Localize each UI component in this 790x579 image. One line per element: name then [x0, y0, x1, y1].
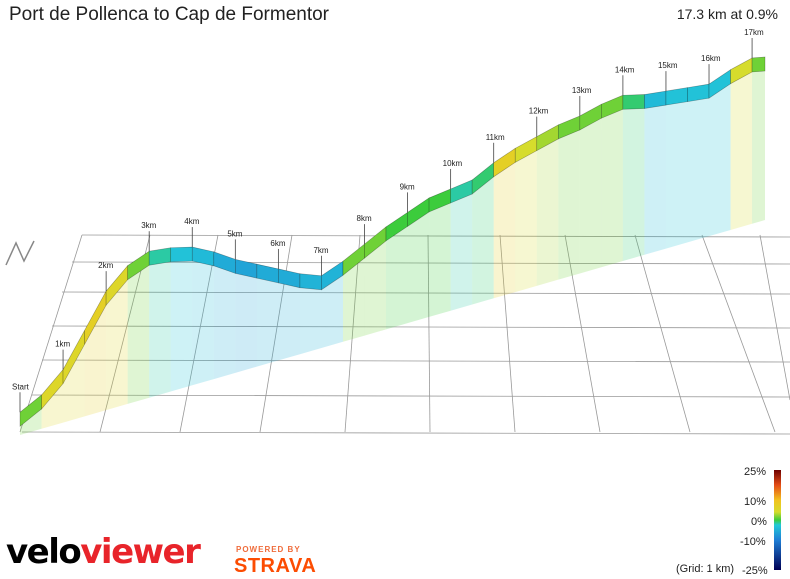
- grid-line-vertical: [344, 234, 361, 433]
- km-marker-label: 2km: [98, 261, 113, 270]
- profile-segment: [299, 273, 322, 291]
- km-marker-label: 5km: [227, 229, 242, 238]
- profile-segment: [622, 94, 645, 110]
- profile-shadow: [278, 282, 300, 361]
- gradient-legend-scale: [774, 470, 781, 570]
- km-marker-label: 6km: [270, 239, 285, 248]
- elevation-profile-chart: Start 1km 2km 3km 4km 5km 6km 7km 8km 9km 10km 11km…: [12, 28, 790, 435]
- km-marker-label: 10km: [443, 159, 463, 168]
- profile-shadow: [687, 98, 710, 243]
- grid-line-horizontal: [31, 394, 790, 398]
- km-marker-label: 16km: [701, 54, 721, 63]
- grid-line-vertical: [499, 234, 516, 433]
- powered-by-label: POWERED BY: [236, 545, 301, 554]
- profile-shadow: [127, 265, 150, 404]
- profile-shadow: [450, 194, 473, 311]
- profile-shadow: [364, 240, 387, 336]
- legend-label-0: 0%: [751, 516, 767, 528]
- legend-label-neg10: -10%: [740, 536, 766, 548]
- profile-shadow: [730, 71, 753, 230]
- grid-line-horizontal: [51, 325, 790, 329]
- profile-shadow: [644, 105, 666, 255]
- grid-line-vertical: [759, 234, 790, 401]
- km-marker-label: 13km: [572, 86, 592, 95]
- grid-line-vertical: [427, 234, 431, 433]
- profile-shadow: [342, 258, 365, 342]
- km-marker-label: 3km: [141, 221, 156, 230]
- km-marker-label: 15km: [658, 61, 678, 70]
- profile-shadow: [192, 261, 214, 386]
- km-marker-label: 17km: [744, 28, 764, 37]
- profile-shadow: [386, 226, 408, 330]
- grid-line-vertical: [19, 234, 83, 433]
- profile-shadow: [622, 108, 645, 262]
- km-marker-label: Start: [12, 382, 30, 391]
- profile-shadow: [84, 305, 107, 417]
- km-marker-label: 11km: [486, 133, 505, 142]
- grid-line-horizontal: [41, 359, 790, 363]
- grid-line-horizontal: [61, 291, 790, 295]
- profile-shadow: [20, 409, 42, 435]
- profile-shadow: [63, 344, 85, 423]
- strava-logo: STRAVA: [234, 555, 317, 577]
- km-marker-label: 9km: [400, 182, 415, 191]
- profile-shadow: [536, 138, 559, 286]
- profile-shadow: [41, 383, 64, 429]
- profile-shadow: [493, 162, 516, 299]
- page-title: Port de Pollenca to Cap de Formentor: [9, 4, 330, 25]
- profile-shadow: [407, 211, 430, 324]
- km-marker-label: 1km: [55, 340, 70, 349]
- profile-shadow: [752, 71, 765, 224]
- profile-shadow: [601, 109, 623, 268]
- profile-segment: [751, 56, 766, 73]
- legend-label-25: 25%: [744, 466, 767, 478]
- grid-line-horizontal: [71, 261, 790, 265]
- grid-note: (Grid: 1 km): [676, 563, 735, 575]
- profile-shadow: [256, 278, 279, 367]
- profile-shadow: [558, 129, 580, 280]
- profile-shadow: [149, 261, 171, 398]
- profile-shadow: [515, 150, 537, 293]
- profile-shadow: [170, 261, 193, 392]
- profile-shadow: [429, 202, 451, 317]
- profile-shadow: [235, 273, 257, 373]
- legend-label-neg25: -25%: [742, 565, 768, 577]
- grid-line-vertical: [564, 234, 601, 433]
- profile-shadow: [709, 83, 731, 237]
- km-marker-label: 12km: [529, 107, 549, 116]
- km-marker-label: 8km: [357, 214, 372, 223]
- grid-line-vertical: [259, 234, 293, 433]
- km-marker-label: 4km: [184, 217, 199, 226]
- km-marker-label: 7km: [313, 246, 328, 255]
- mountain-icon: [5, 240, 35, 266]
- profile-shadow: [579, 118, 602, 274]
- profile-shadow: [472, 176, 494, 305]
- profile-segment: [170, 246, 193, 263]
- grid-line-vertical: [701, 234, 776, 433]
- km-marker-label: 14km: [615, 65, 635, 74]
- grid-line-vertical: [179, 234, 219, 433]
- profile-shadow: [299, 287, 322, 355]
- grid-line-horizontal: [21, 431, 790, 435]
- profile-shadow: [106, 279, 128, 411]
- grid-line-horizontal: [81, 234, 790, 238]
- route-summary: 17.3 km at 0.9%: [676, 6, 778, 22]
- profile-shadow: [321, 275, 343, 349]
- veloviewer-logo: veloviewer: [6, 532, 201, 572]
- profile-shadow: [213, 265, 236, 380]
- legend-label-10: 10%: [744, 496, 767, 508]
- grid-line-vertical: [634, 234, 691, 433]
- profile-shadow: [665, 101, 688, 249]
